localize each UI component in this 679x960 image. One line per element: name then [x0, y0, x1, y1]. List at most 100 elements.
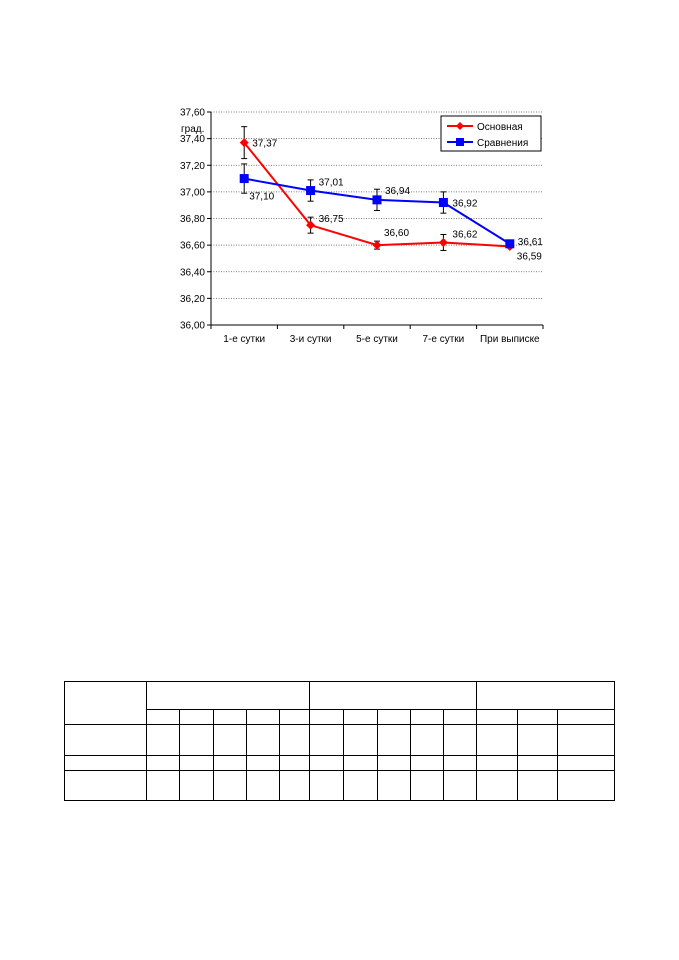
table-row-header	[64, 770, 147, 801]
table-cell	[517, 755, 559, 771]
table-subheader-cell	[246, 709, 280, 725]
data-point-osnovnaya	[372, 240, 382, 250]
y-tick-label: 37,60	[180, 108, 205, 119]
table-group-header	[145, 681, 311, 710]
table-cell	[278, 755, 311, 771]
table-subheader-cell	[517, 709, 559, 725]
x-tick-label: 1-е сутки	[223, 334, 265, 345]
table-row-header	[64, 724, 147, 756]
x-tick-labels: 1-е сутки 3-и сутки 5-е сутки 7-е сутки При …	[223, 334, 540, 345]
table-cell	[557, 724, 616, 756]
table-cell	[443, 724, 478, 756]
table-cell	[246, 755, 280, 771]
data-point-sravneniya	[372, 195, 382, 205]
table-row	[64, 770, 616, 801]
table-cell	[278, 770, 311, 801]
table-cell	[377, 724, 412, 756]
table-group-header	[309, 681, 478, 710]
table-cell	[557, 770, 616, 801]
legend-label-osnovnaya: Основная	[477, 122, 523, 133]
y-tick-label: 36,80	[180, 214, 205, 225]
table-cell	[410, 770, 445, 801]
x-tick-label: При выписке	[480, 334, 540, 345]
table-cell	[309, 755, 345, 771]
series-markers	[239, 138, 515, 251]
table-subheader-cell	[179, 709, 214, 725]
x-tick-label: 3-и сутки	[290, 334, 332, 345]
table-cell	[476, 770, 519, 801]
data-label-osnovnaya: 36,60	[384, 228, 409, 239]
table-subheader-cell	[278, 709, 311, 725]
data-point-sravneniya	[505, 239, 515, 249]
table-cell	[443, 770, 478, 801]
table-subheader-cell	[213, 709, 247, 725]
y-tick-label: 36,60	[180, 241, 205, 252]
table-subheader-cell	[557, 709, 616, 725]
table-cell	[246, 770, 280, 801]
data-point-osnovnaya	[438, 237, 448, 247]
data-point-sravneniya	[438, 198, 448, 208]
legend-marker-sravneniya	[456, 138, 464, 146]
table-cell	[213, 724, 247, 756]
table-cell	[179, 770, 214, 801]
y-tick-label: 37,20	[180, 161, 205, 172]
table-cell	[517, 770, 559, 801]
axes	[207, 111, 544, 329]
y-axis-label: град.	[181, 124, 204, 135]
table-cell	[278, 724, 311, 756]
table-cell	[410, 755, 445, 771]
table-cell	[246, 724, 280, 756]
table-cell	[179, 755, 214, 771]
table-cell	[146, 755, 180, 771]
table-cell	[343, 770, 379, 801]
legend-marker-osnovnaya	[456, 122, 464, 130]
table-cell	[213, 770, 247, 801]
table-subheader-cell	[443, 709, 478, 725]
table-cell	[343, 755, 379, 771]
y-tick-label: 36,40	[180, 267, 205, 278]
data-label-sravneniya: 36,94	[385, 186, 410, 197]
table-subheader-cell	[146, 709, 180, 725]
x-tick-label: 5-е сутки	[356, 334, 398, 345]
table-subheader-cell	[343, 709, 379, 725]
temperature-line-chart: 36,00 36,20 36,40 36,60 36,80 37,00 37,20 37,40…	[180, 108, 544, 345]
table-subheader-cell	[377, 709, 412, 725]
table-row	[64, 724, 616, 756]
table-group-header	[476, 681, 616, 710]
data-point-osnovnaya	[239, 138, 249, 148]
data-label-osnovnaya: 36,59	[517, 251, 542, 262]
table-cell	[476, 724, 519, 756]
table-subheader-cell	[309, 709, 345, 725]
y-tick-label: 36,00	[180, 321, 205, 332]
data-point-osnovnaya	[306, 220, 316, 230]
table-cell	[517, 724, 559, 756]
data-point-sravneniya	[239, 174, 249, 184]
table-subheader-cell	[476, 709, 519, 725]
table-cell	[343, 724, 379, 756]
table-corner-cell	[64, 681, 147, 725]
table-cell	[179, 724, 214, 756]
data-label-sravneniya: 36,61	[518, 237, 543, 248]
table-cell	[213, 755, 247, 771]
y-tick-label: 37,00	[180, 187, 205, 198]
chart-legend: Основная Сравнения	[440, 115, 542, 152]
x-tick-label: 7-е сутки	[423, 334, 465, 345]
table-cell	[146, 724, 180, 756]
data-label-osnovnaya: 37,37	[252, 139, 277, 150]
y-tick-labels: 36,00 36,20 36,40 36,60 36,80 37,00 37,20 37,40…	[180, 108, 205, 332]
data-labels: 37,37 36,75 36,60 36,62 36,59 37,10 37,01 36,94…	[249, 139, 543, 263]
y-tick-label: 36,20	[180, 294, 205, 305]
table-row-header	[64, 755, 147, 771]
table-cell	[377, 755, 412, 771]
table-subheader-cell	[410, 709, 445, 725]
data-label-sravneniya: 37,10	[249, 192, 274, 203]
y-tick-label: 37,40	[180, 134, 205, 145]
table-cell	[377, 770, 412, 801]
table-cell	[146, 770, 180, 801]
data-point-sravneniya	[306, 186, 316, 196]
table-cell	[309, 724, 345, 756]
data-label-osnovnaya: 36,75	[319, 214, 344, 225]
data-table	[64, 681, 616, 801]
data-label-sravneniya: 37,01	[319, 178, 344, 189]
table-cell	[309, 770, 345, 801]
